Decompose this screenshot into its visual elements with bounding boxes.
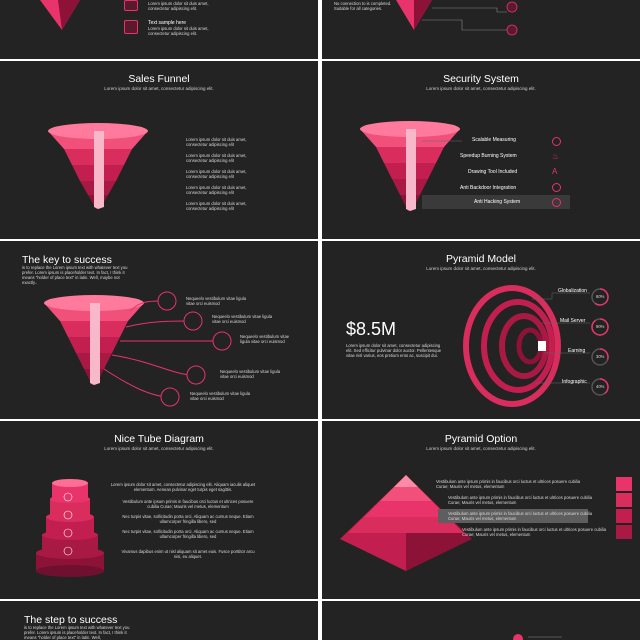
slide-1: Lorem ipsum dolor sit duis amet, consect…: [0, 0, 318, 59]
amount: $8.5M: [346, 319, 397, 339]
slide-title: Pyramid Option: [444, 433, 518, 445]
funnel-graphic: [48, 123, 148, 209]
slide-key-to-success: The key to success is to replace the Lor…: [0, 241, 318, 419]
text-icon: [124, 0, 138, 11]
funnel-item: Lorem ipsum dolor sit duis amet, consect…: [186, 185, 247, 195]
gauge-fill: [591, 348, 609, 366]
security-item: Anti Backdoor Integration: [460, 185, 517, 191]
security-item: Scalable Measuring: [472, 137, 516, 143]
globe-icon: [552, 137, 561, 146]
gauge-pct: 40%: [596, 384, 605, 389]
security-item: Speedup Burning System: [460, 153, 517, 159]
tube-item: Lorem ipsum dolor sit amet, consectetur …: [110, 482, 256, 492]
security-item: Anti Hacking System: [474, 199, 521, 205]
gauge-pct: 30%: [596, 354, 605, 359]
shield-icon: [552, 198, 561, 207]
target-icon: [552, 183, 561, 192]
funnel-graphic: [40, 0, 80, 30]
tube-item: Vivamus dapibus enim ut nisl aliquam sit…: [121, 549, 255, 559]
funnel-item: Lorem ipsum dolor sit duis amet, consect…: [186, 169, 247, 179]
amount-body: Lorem ipsum dolor sit amet, consectetur …: [346, 343, 442, 358]
slide-subtitle: Lorem ipsum dolor sit amet, consectetur …: [426, 266, 536, 271]
slide-title: Pyramid Model: [445, 253, 517, 265]
pyramid-item-label: Globalization: [558, 288, 587, 294]
tube-item: Nec turpis vitae, sollicitudin porta orc…: [122, 514, 254, 524]
slide-title: Security System: [443, 73, 519, 85]
slide-intro: is to replace the Lorem ipsum text with …: [24, 625, 130, 640]
text-icon: [124, 20, 138, 34]
slide-2: No connection to is completed. Suitable …: [322, 0, 640, 59]
s1-item-body: Lorem ipsum dolor sit duis amet, consect…: [148, 1, 209, 11]
flame-icon: ♨: [552, 152, 560, 161]
pyramid-item-label: Mail Server: [560, 318, 586, 324]
funnel-item: Lorem ipsum dolor sit duis amet, consect…: [186, 201, 247, 211]
decor-graphic: [513, 634, 562, 640]
slide-sales-funnel: Sales Funnel Lorem ipsum dolor sit amet,…: [0, 61, 318, 239]
slide-title: The step to success: [24, 614, 118, 626]
gauge-pct: 90%: [596, 324, 605, 329]
slide-title: Sales Funnel: [128, 73, 190, 85]
slide-subtitle: Lorem ipsum dolor sit amet, consectetur …: [426, 446, 536, 451]
pyramid-item-label: Infographic: [562, 379, 587, 385]
success-item: Nequeelo vestibulum vitae ligula vitae o…: [190, 391, 251, 401]
gauge-pct: 60%: [596, 294, 605, 299]
slide-title: The key to success: [22, 254, 112, 266]
slide-subtitle: Lorem ipsum dolor sit amet, consectetur …: [104, 86, 214, 91]
funnel-item: Lorem ipsum dolor sit duis amet, consect…: [186, 153, 247, 163]
tube-item: Nec turpis vitae, sollicitudin porta orc…: [122, 529, 254, 539]
funnel-graphic: [360, 121, 570, 211]
slide-security-system: Security System Lorem ipsum dolor sit am…: [322, 61, 640, 239]
s2-text: No connection to is completed. Suitable …: [334, 1, 392, 11]
gauge-fill: [591, 378, 609, 396]
pyramid-option-item: Vestibulum ante ipsum primis in faucibus…: [436, 479, 581, 489]
funnel-item: Lorem ipsum dolor sit duis amet, consect…: [186, 137, 247, 147]
s1-item-title: Text sample here: [148, 20, 187, 26]
rings-graphic: [463, 285, 609, 407]
slide-step-to-success: The step to success is to replace the Lo…: [0, 601, 318, 640]
success-item: Nequeelo vestibulum vitae ligula vitae o…: [186, 296, 247, 306]
slide-title: Nice Tube Diagram: [114, 433, 204, 445]
funnel-graphic: [44, 291, 232, 407]
funnel-graphic: [396, 0, 518, 36]
slide-tube-diagram: Nice Tube Diagram Lorem ipsum dolor sit …: [0, 421, 318, 599]
gauge-fill: [591, 288, 609, 306]
slide-pyramid-option: Pyramid Option Lorem ipsum dolor sit ame…: [322, 421, 640, 599]
security-item: Drawing Tool Included: [468, 169, 518, 175]
tube-item: Vestibulum ante ipsum primis in faucibus…: [122, 499, 254, 509]
pen-icon: A: [552, 167, 558, 176]
gauge-fill: [591, 318, 609, 336]
pyramid-option-item: Vestibulum ante ipsum primis in faucibus…: [448, 495, 593, 505]
slide-subtitle: Lorem ipsum dolor sit amet, consectetur …: [426, 86, 536, 91]
success-item: Nequeelo vestibulum vitae ligula vitae o…: [240, 334, 290, 344]
slide-10: [322, 601, 640, 640]
tube-graphic: [36, 479, 104, 577]
pyramid-option-item: Vestibulum ante ipsum primis in faucibus…: [462, 527, 607, 537]
slide-subtitle: Lorem ipsum dolor sit amet, consectetur …: [104, 446, 214, 451]
success-item: Nequeelo vestibulum vitae ligula vitae o…: [220, 369, 281, 379]
pyramid-item-label: Earning: [568, 348, 586, 354]
s1-item-body: Lorem ipsum dolor sit duis amet, consect…: [148, 26, 209, 36]
slide-pyramid-model: Pyramid Model Lorem ipsum dolor sit amet…: [322, 241, 640, 419]
success-item: Nequeelo vestibulum vitae ligula vitae o…: [212, 314, 273, 324]
pyramid-graphic: [340, 475, 632, 571]
slide-intro: is to replace the Lorem ipsum text with …: [22, 265, 128, 285]
pyramid-option-item: Vestibulum ante ipsum primis in faucibus…: [448, 511, 593, 521]
